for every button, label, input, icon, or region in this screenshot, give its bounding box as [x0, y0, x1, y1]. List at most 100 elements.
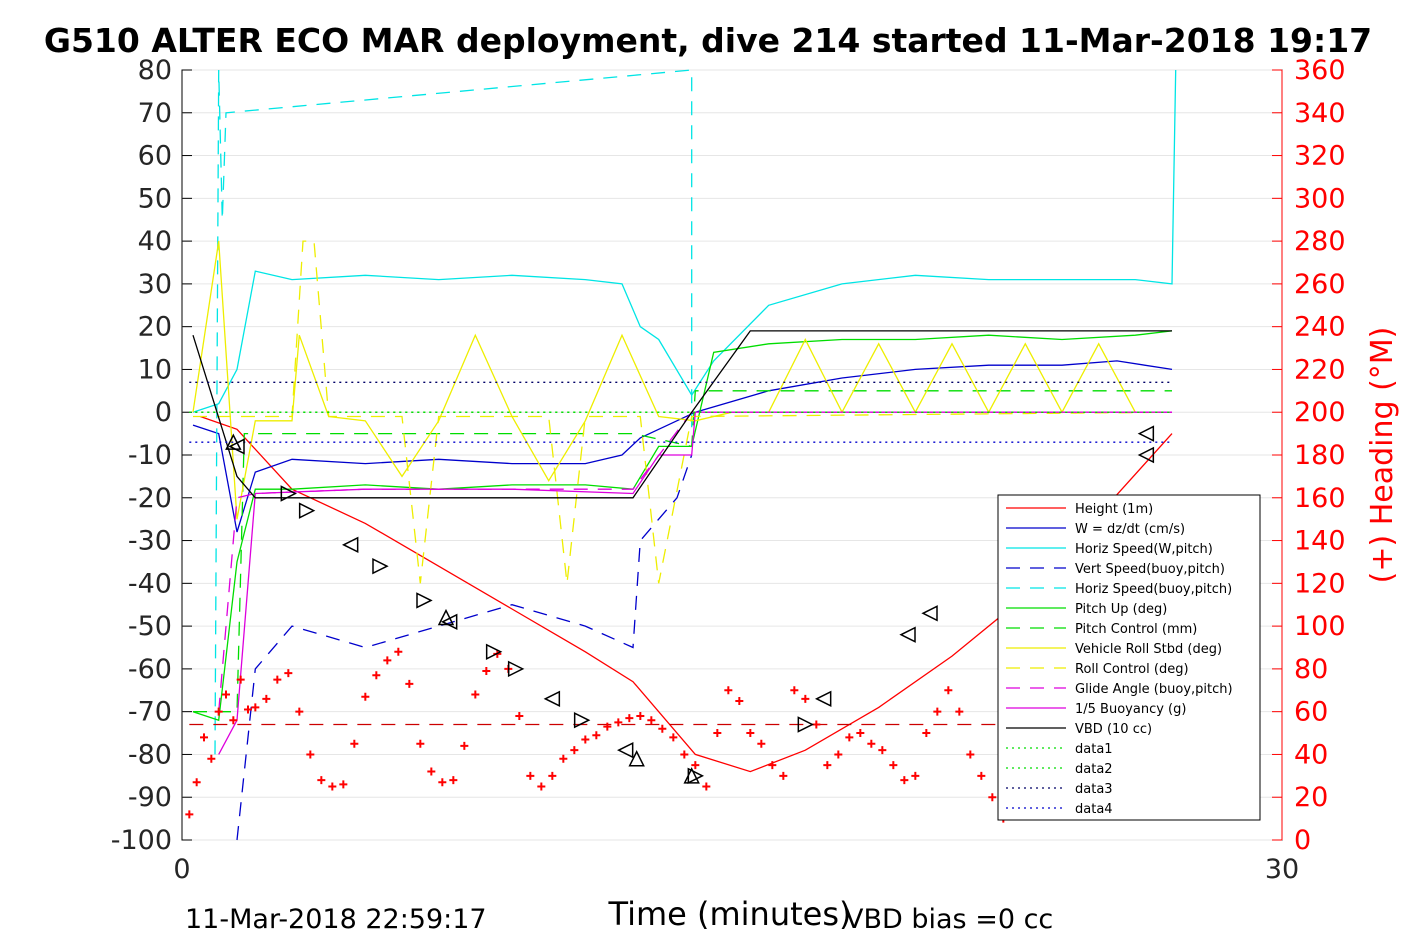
heading-marker	[548, 771, 557, 780]
y-right-tick-label: 360	[1294, 55, 1346, 86]
legend-label: VBD (10 cc)	[1075, 722, 1152, 737]
triangle-marker	[921, 605, 938, 622]
legend-label: Pitch Up (deg)	[1075, 602, 1167, 617]
heading-marker	[933, 707, 942, 716]
y-right-tick-label: 40	[1294, 739, 1328, 770]
markers-layer	[185, 425, 1155, 823]
triangle-marker	[814, 690, 832, 708]
heading-marker	[889, 761, 898, 770]
x-tick-label: 0	[173, 854, 190, 885]
series-line	[192, 69, 1177, 413]
triangle-marker	[485, 643, 503, 660]
heading-marker	[823, 761, 832, 770]
triangle-marker	[225, 433, 242, 450]
heading-marker	[192, 778, 201, 787]
heading-marker	[200, 733, 208, 742]
y-right-tick-label: 180	[1294, 440, 1346, 471]
triangle-marker	[1137, 446, 1155, 464]
heading-marker	[185, 810, 194, 819]
heading-marker	[922, 729, 931, 738]
y-tick-label: -70	[128, 697, 172, 728]
heading-marker	[790, 686, 799, 695]
heading-marker	[768, 761, 777, 770]
heading-marker	[779, 771, 788, 780]
triangle-marker	[298, 502, 316, 519]
triangle-marker	[280, 485, 298, 502]
heading-marker	[262, 694, 271, 703]
heading-marker	[955, 707, 964, 716]
y-right-tick-label: 280	[1294, 226, 1346, 257]
heading-marker	[988, 793, 997, 802]
heading-marker	[592, 731, 601, 740]
y-tick-label: 60	[138, 141, 172, 172]
y-right-tick-label: 320	[1294, 141, 1346, 172]
heading-marker	[328, 782, 337, 791]
heading-marker	[449, 776, 458, 785]
heading-marker	[966, 750, 975, 759]
y-tick-label: 20	[138, 312, 172, 343]
heading-marker	[372, 671, 381, 680]
heading-marker	[306, 750, 315, 759]
heading-marker	[214, 707, 223, 716]
y-right-tick-label: 260	[1294, 269, 1346, 300]
heading-marker	[350, 739, 359, 748]
legend-label: Horiz Speed(buoy,pitch)	[1075, 582, 1232, 597]
series-line	[236, 454, 693, 841]
triangle-marker	[341, 536, 359, 554]
heading-marker	[757, 739, 766, 748]
heading-marker	[603, 722, 612, 731]
footer-vbd-bias: VBD bias =0 cc	[845, 904, 1053, 935]
heading-marker	[845, 733, 854, 742]
y-tick-label: -40	[128, 568, 172, 599]
legend-box	[997, 494, 1261, 821]
series-line	[200, 415, 1173, 773]
y-tick-label: 30	[138, 269, 172, 300]
heading-marker	[273, 675, 282, 684]
legend-label: data4	[1075, 802, 1113, 817]
triangle-marker	[899, 626, 916, 643]
y-right-tick-label: 300	[1294, 183, 1346, 214]
heading-marker	[339, 780, 348, 789]
y-right-tick-label: 140	[1294, 526, 1346, 557]
triangle-marker	[616, 741, 634, 759]
y-right-tick-label: 60	[1294, 697, 1328, 728]
heading-marker	[713, 729, 722, 738]
legend-label: data1	[1075, 742, 1113, 757]
heading-marker	[801, 694, 810, 703]
y-tick-label: 70	[138, 98, 172, 129]
y-tick-label: -10	[128, 440, 172, 471]
legend-label: data2	[1075, 762, 1113, 777]
heading-marker	[207, 754, 216, 763]
heading-marker	[944, 686, 953, 695]
triangle-marker	[628, 750, 645, 767]
heading-marker	[647, 716, 656, 725]
heading-marker	[570, 746, 579, 755]
heading-marker	[900, 776, 909, 785]
legend-label: 1/5 Buoyancy (g)	[1075, 702, 1186, 717]
y-right-tick-label: 120	[1294, 568, 1346, 599]
heading-marker	[460, 741, 469, 750]
heading-marker	[244, 705, 252, 714]
triangle-marker	[1137, 425, 1155, 442]
x-axis-label: Time (minutes)	[608, 895, 852, 933]
legend-label: Horiz Speed(W,pitch)	[1075, 542, 1213, 557]
heading-marker	[834, 750, 843, 759]
heading-marker	[236, 675, 245, 684]
triangle-marker	[687, 767, 705, 785]
grid-layer	[182, 69, 1282, 841]
y-right-tick-label: 340	[1294, 98, 1346, 129]
triangle-marker	[507, 660, 525, 678]
triangle-marker	[437, 608, 455, 626]
series-line	[192, 330, 1172, 499]
y-axis-label-right: (+) Heading (°M)	[1365, 327, 1400, 584]
heading-marker	[977, 771, 986, 780]
legend-label: Roll Control (deg)	[1075, 662, 1189, 677]
y-tick-label: 40	[138, 226, 172, 257]
heading-marker	[222, 690, 230, 699]
series-line	[214, 69, 693, 755]
series-line	[193, 390, 1172, 713]
heading-marker	[691, 761, 700, 770]
triangle-marker	[372, 558, 389, 575]
heading-marker	[482, 667, 491, 676]
y-tick-label: -90	[128, 782, 172, 813]
